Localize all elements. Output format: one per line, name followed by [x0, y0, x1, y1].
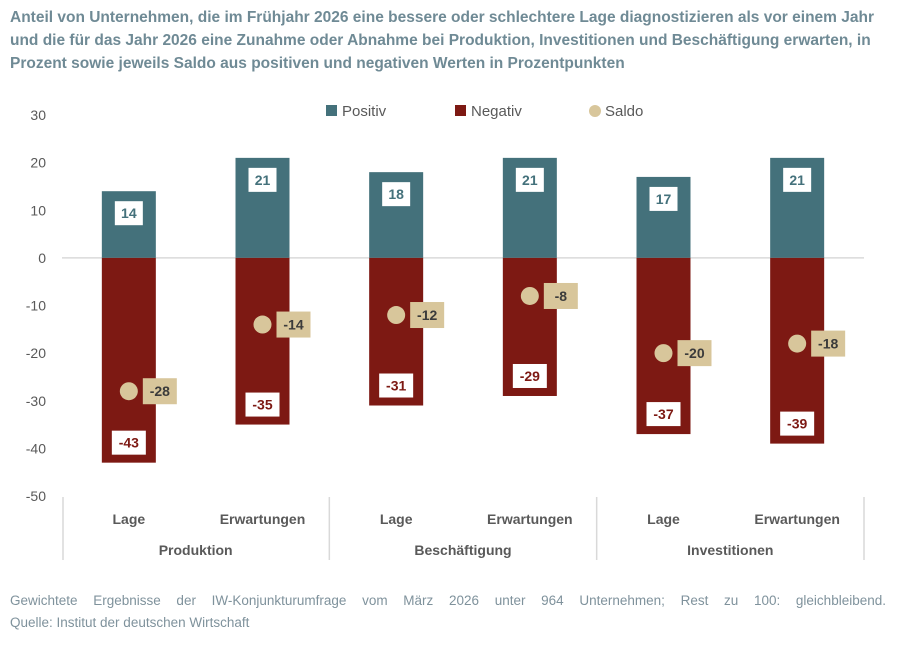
data-label-negative: -31	[386, 378, 406, 394]
x-tick-label: Erwartungen	[487, 511, 573, 527]
data-label-saldo: -28	[150, 383, 170, 399]
x-tick-label: Lage	[112, 511, 145, 527]
y-tick-label: -40	[26, 440, 46, 456]
legend-positiv-icon	[326, 105, 337, 116]
data-label-bg	[543, 282, 578, 309]
data-label-saldo: -20	[684, 345, 704, 361]
y-tick-label: 30	[30, 107, 46, 123]
saldo-point	[253, 315, 272, 334]
data-label-saldo: -12	[417, 307, 437, 323]
y-tick-label: -10	[26, 298, 46, 314]
footer: Gewichtete Ergebnisse der IW-Konjunkturu…	[10, 590, 886, 634]
x-tick-label: Lage	[380, 511, 413, 527]
data-label-positive: 21	[789, 172, 805, 188]
data-label-positive: 17	[656, 191, 672, 207]
data-label-bg	[382, 182, 411, 207]
data-label-bg	[114, 201, 143, 226]
legend-label: Saldo	[605, 103, 643, 120]
y-tick-label: -30	[26, 393, 46, 409]
group-label: Investitionen	[687, 542, 773, 558]
data-label-positive: 18	[388, 186, 404, 202]
y-tick-label: -20	[26, 345, 46, 361]
legend-label: Negativ	[471, 103, 522, 120]
data-label-negative: -37	[653, 406, 673, 422]
data-label-positive: 21	[522, 172, 538, 188]
y-tick-label: 0	[38, 250, 46, 266]
data-label-bg	[410, 302, 445, 329]
y-tick-label: 10	[30, 202, 46, 218]
data-label-bg	[245, 392, 280, 417]
x-tick-label: Erwartungen	[754, 511, 840, 527]
data-label-bg	[276, 311, 311, 338]
saldo-point	[654, 344, 673, 363]
data-label-positive: 21	[255, 172, 271, 188]
data-label-bg	[780, 411, 815, 436]
x-tick-label: Erwartungen	[220, 511, 306, 527]
data-label-positive: 14	[121, 205, 137, 221]
data-label-negative: -29	[520, 368, 540, 384]
group-label: Beschäftigung	[414, 542, 511, 558]
x-tick-label: Lage	[647, 511, 680, 527]
data-label-negative: -43	[119, 435, 139, 451]
data-label-negative: -35	[252, 397, 272, 413]
data-label-bg	[677, 340, 712, 367]
bar-negative	[101, 257, 156, 463]
chart-title: Anteil von Unternehmen, die im Frühjahr …	[10, 9, 874, 72]
data-label-saldo: -8	[555, 288, 568, 304]
chart: 30 20 10 0 -10 -20 -30 -40 -50 14 -43 -28 Lage 21 -35 -…	[26, 103, 865, 560]
group-label: Produktion	[159, 542, 233, 558]
saldo-point	[520, 286, 539, 305]
saldo-point	[387, 306, 406, 325]
data-label-bg	[379, 373, 414, 398]
saldo-point	[788, 334, 807, 353]
data-label-bg	[783, 167, 812, 192]
data-label-bg	[649, 186, 678, 211]
data-label-saldo: -18	[818, 336, 838, 352]
legend-negativ-icon	[455, 105, 466, 116]
data-label-negative: -39	[787, 416, 807, 432]
y-tick-label: 20	[30, 155, 46, 171]
data-label-bg	[811, 330, 846, 357]
legend-saldo-icon	[589, 105, 601, 117]
data-label-bg	[248, 167, 277, 192]
data-label-bg	[512, 363, 547, 388]
data-label-saldo: -14	[283, 317, 303, 333]
data-label-bg	[646, 402, 681, 427]
saldo-point	[119, 382, 138, 401]
y-tick-label: -50	[26, 488, 46, 504]
footer-source: Quelle: Institut der deutschen Wirtschaf…	[10, 615, 250, 630]
footer-note: Gewichtete Ergebnisse der IW-Konjunkturu…	[10, 593, 886, 608]
data-label-bg	[142, 378, 177, 405]
legend-label: Positiv	[342, 103, 387, 120]
data-label-bg	[111, 430, 146, 455]
data-label-bg	[515, 167, 544, 192]
